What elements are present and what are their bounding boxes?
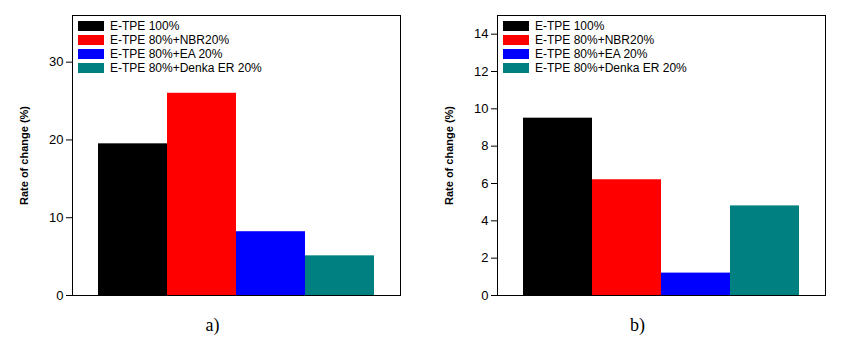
- svg-text:30: 30: [49, 54, 63, 69]
- html-text:E-TPE 80%+NBR20%: E-TPE 80%+NBR20%: [535, 33, 655, 47]
- svg-text:14: 14: [474, 26, 488, 41]
- html-text:E-TPE 80%+Denka ER 20%: E-TPE 80%+Denka ER 20%: [535, 61, 687, 75]
- html-text:E-TPE 80%+Denka ER 20%: E-TPE 80%+Denka ER 20%: [110, 61, 262, 75]
- html-text:E-TPE 80%+EA 20%: E-TPE 80%+EA 20%: [110, 47, 223, 61]
- svg-text:Rate of change (%): Rate of change (%): [443, 106, 455, 205]
- html-text:E-TPE 100%: E-TPE 100%: [535, 19, 605, 33]
- svg-text:10: 10: [474, 101, 488, 116]
- html-text:E-TPE 80%+EA 20%: E-TPE 80%+EA 20%: [535, 47, 648, 61]
- svg-text:0: 0: [481, 288, 488, 303]
- svg-text:Rate of change (%): Rate of change (%): [18, 106, 30, 205]
- svg-text:8: 8: [481, 138, 488, 153]
- svg-text:12: 12: [474, 64, 488, 79]
- svg-text:4: 4: [481, 213, 488, 228]
- svg-text:10: 10: [49, 210, 63, 225]
- html-text:b): b): [630, 315, 645, 335]
- html-text:a): a): [205, 315, 220, 335]
- svg-text:20: 20: [49, 132, 63, 147]
- svg-text:6: 6: [481, 176, 488, 191]
- svg-text:2: 2: [481, 250, 488, 265]
- html-text:E-TPE 80%+NBR20%: E-TPE 80%+NBR20%: [110, 33, 230, 47]
- svg-text:0: 0: [56, 288, 63, 303]
- html-text:E-TPE 100%: E-TPE 100%: [110, 19, 180, 33]
